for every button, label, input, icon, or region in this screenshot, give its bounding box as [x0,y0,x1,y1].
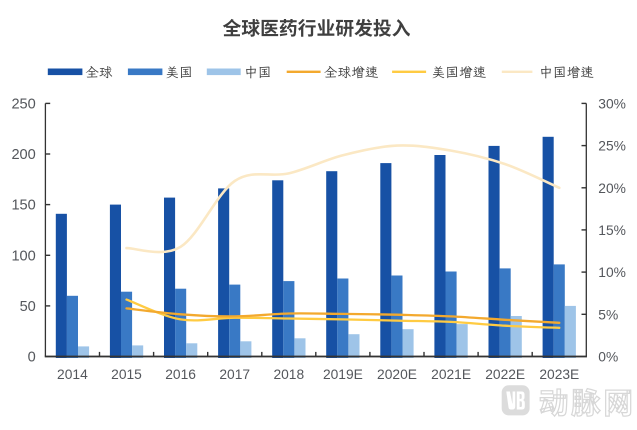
svg-text:2023E: 2023E [539,367,579,382]
svg-text:2014: 2014 [57,367,88,382]
svg-text:50: 50 [20,299,36,315]
svg-text:2015: 2015 [111,367,142,382]
svg-text:15%: 15% [598,223,626,238]
svg-text:2019E: 2019E [323,367,363,382]
svg-text:150: 150 [11,198,35,214]
svg-text:2021E: 2021E [431,367,471,382]
svg-text:0: 0 [28,350,36,366]
svg-text:250: 250 [11,96,35,112]
svg-text:25%: 25% [598,139,626,154]
svg-text:2022E: 2022E [485,367,525,382]
svg-text:2017: 2017 [219,367,250,382]
svg-text:200: 200 [11,147,35,163]
svg-text:0%: 0% [598,350,618,365]
svg-text:10%: 10% [598,265,626,280]
svg-text:20%: 20% [598,181,626,196]
svg-text:5%: 5% [598,307,618,322]
svg-text:2020E: 2020E [377,367,417,382]
svg-text:100: 100 [11,248,35,264]
svg-text:2018: 2018 [273,367,304,382]
svg-text:2016: 2016 [165,367,196,382]
svg-text:30%: 30% [598,96,626,111]
